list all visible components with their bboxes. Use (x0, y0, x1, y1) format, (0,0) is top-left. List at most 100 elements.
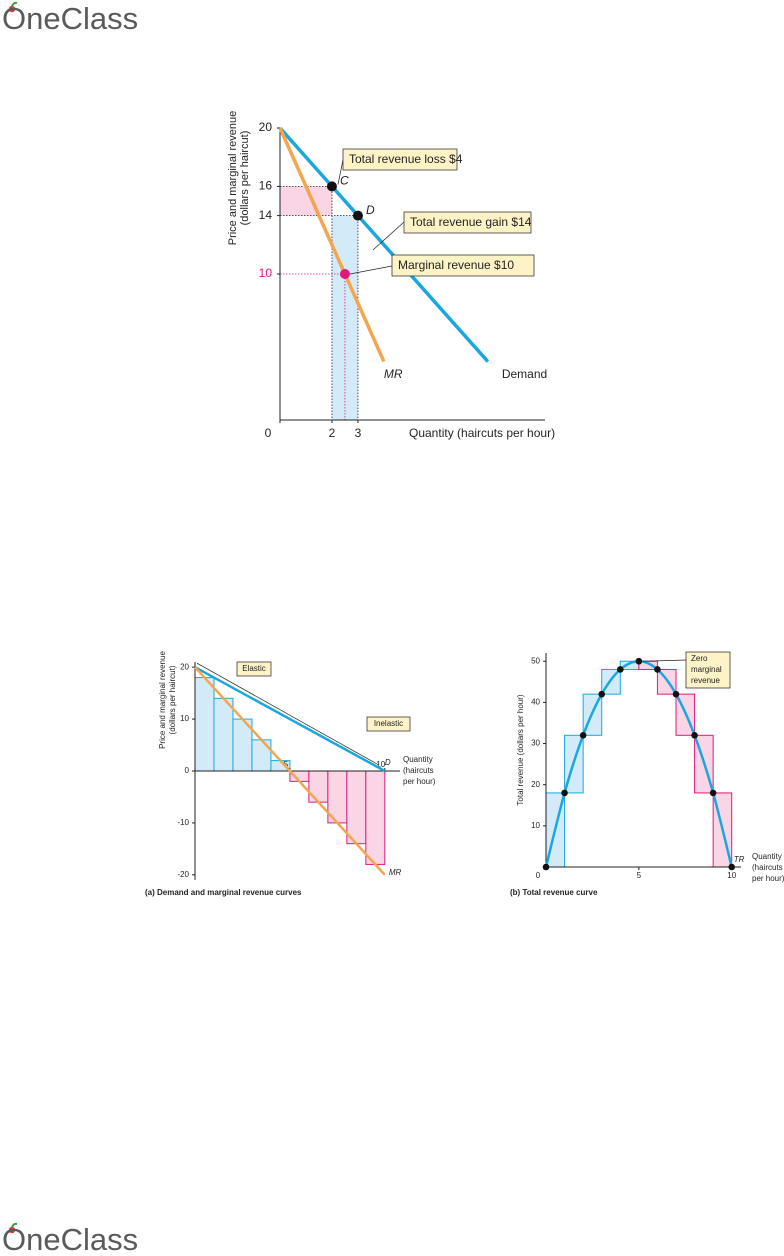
y-tick-label: 14 (259, 208, 273, 222)
point (654, 666, 661, 673)
point (542, 863, 550, 871)
series-line (278, 126, 490, 363)
series-line (194, 666, 386, 876)
chart-demand-mr: 20 10 0 -10 -20 5 10 Price and marginal revenue… (145, 651, 436, 898)
point-label: D (366, 203, 375, 217)
caption: (b) Total revenue curve (510, 888, 598, 897)
y-axis-label: (dollars per haircut) (168, 665, 177, 734)
point (352, 210, 363, 221)
logo-leaf (11, 1, 18, 7)
y-axis-label: Total revenue (dollars per hour) (516, 694, 525, 806)
annotation: Inelastic (374, 719, 403, 728)
annotation: Total revenue loss $4 (349, 152, 463, 166)
x-tick-label: 2 (329, 426, 336, 440)
x-tick-label: 5 (637, 871, 642, 880)
series-line (544, 659, 733, 868)
y-tick-label: 20 (259, 120, 273, 134)
leader-line (372, 221, 405, 251)
point (616, 666, 624, 673)
guide-line (280, 215, 359, 420)
x-axis-label: (haircuts (403, 766, 434, 775)
annotation: Total revenue gain $14 (410, 215, 532, 229)
point (598, 690, 606, 698)
y-tick-label: 10 (531, 821, 540, 830)
point (561, 789, 568, 797)
point (579, 732, 587, 739)
series-line (278, 127, 386, 363)
y-tick-label: 30 (531, 739, 540, 748)
mr-bar (346, 770, 367, 845)
y-axis-label: Price and marginal revenue (158, 651, 167, 749)
leader-line (337, 159, 344, 185)
annotation-box (391, 254, 535, 277)
elasticity-brace (196, 662, 379, 766)
chart-price-mr: 10 14 16 20 0 2 3 Price and marginal revenue (do… (227, 111, 555, 440)
y-tick-label: 16 (259, 179, 273, 193)
x-tick-label: 5 (284, 760, 289, 769)
logo-text: OneClass (2, 1222, 138, 1256)
x-tick-label: 10 (376, 760, 385, 769)
mr-bar (365, 770, 386, 865)
mr-bar (194, 677, 215, 772)
annotation-box (342, 148, 458, 171)
x-axis-label: Quantity (haircuts per hour) (409, 426, 555, 440)
y-tick-label: 0 (185, 766, 190, 775)
caption: (a) Demand and marginal revenue curves (145, 888, 302, 897)
x-tick-label: 10 (727, 871, 736, 880)
logo-leaf (11, 1222, 18, 1228)
y-tick-label: 20 (180, 662, 189, 671)
point (709, 789, 717, 797)
point (672, 690, 680, 698)
x-axis-label: Quantity (403, 755, 433, 764)
point (728, 863, 736, 871)
mr-bar (251, 739, 272, 772)
y-tick-label: 20 (531, 780, 540, 789)
series-label: Demand (502, 367, 547, 381)
guide-line (280, 273, 346, 420)
x-tick-label: 0 (265, 426, 272, 440)
point (326, 181, 337, 192)
x-axis-label: (haircuts (752, 863, 783, 872)
guide-line (280, 186, 333, 420)
y-axis-label: (dollars per haircut) (239, 131, 251, 226)
y-tick-label: -10 (177, 818, 189, 827)
annotation: marginal (691, 665, 722, 674)
x-tick-label: 0 (536, 871, 541, 880)
header-logo: OneClass (2, 1, 138, 36)
series-label: MR (384, 367, 403, 381)
footer-logo: OneClass (2, 1222, 138, 1256)
annotation: Zero (691, 654, 708, 663)
point (339, 269, 350, 279)
y-tick-label: 50 (531, 656, 540, 665)
leader-line (349, 265, 393, 275)
mr-bar (308, 770, 329, 803)
annotation: revenue (691, 676, 720, 685)
annotation: Marginal revenue $10 (398, 258, 514, 272)
series-label: TR (734, 855, 745, 864)
leader-line (642, 659, 687, 662)
logo-icon (8, 1226, 16, 1234)
series-label: MR (389, 868, 402, 877)
x-axis-label: Quantity (752, 852, 782, 861)
chart-total-revenue: 10 20 30 40 50 0 5 10 Total revenue (dollars per… (510, 651, 784, 897)
y-tick-label: 40 (531, 697, 540, 706)
y-tick-label: -20 (177, 870, 189, 879)
annotation: Elastic (242, 664, 266, 673)
annotation-box (236, 661, 272, 677)
annotation-box (366, 716, 411, 732)
point (691, 732, 698, 739)
revenue-loss-area (280, 186, 332, 216)
series-label: D (385, 758, 391, 767)
annotation-box (685, 651, 731, 689)
x-axis-label: per hour) (752, 874, 784, 883)
annotation-box (403, 211, 532, 234)
x-tick-label: 3 (355, 426, 362, 440)
logo-text: OneClass (2, 1, 138, 36)
y-axis-label: Price and marginal revenue (227, 111, 239, 246)
point-label: C (340, 174, 349, 188)
y-tick-label: 10 (259, 266, 273, 280)
logo-icon (8, 5, 16, 13)
mr-bar (213, 697, 234, 772)
x-axis-label: per hour) (403, 777, 436, 786)
